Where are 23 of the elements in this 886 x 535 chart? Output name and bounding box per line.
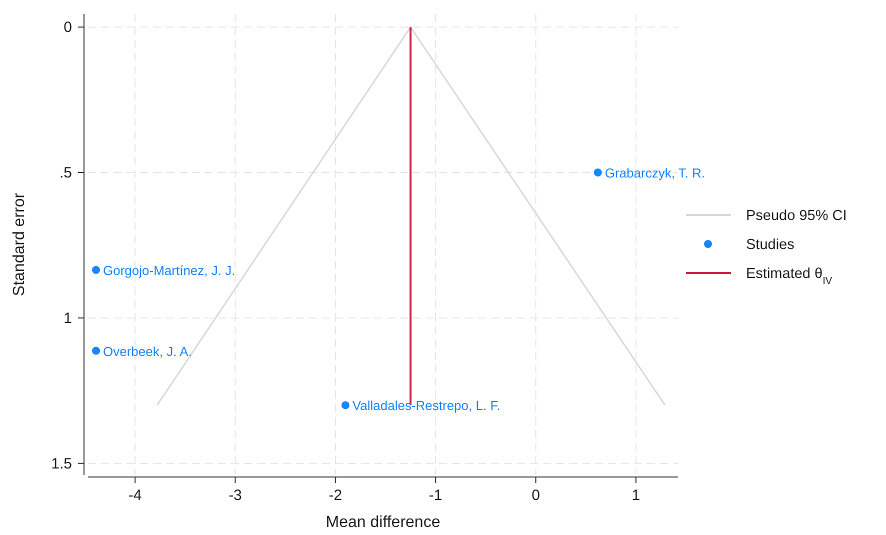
x-tick-label: -2: [328, 487, 342, 504]
point: [341, 401, 350, 410]
annotation: Grabarczyk, T. R.: [604, 166, 706, 181]
x-tick-label: 0: [532, 487, 540, 504]
legend-label: Pseudo 95% CI: [746, 208, 847, 224]
annotation: Gorgojo-Martínez, J. J.: [103, 262, 236, 278]
legend-label: Estimated θ$_{IV}$: [746, 266, 832, 286]
legend-label: Studies: [746, 237, 794, 253]
annotation: Overbeek, J. A.: [103, 344, 192, 359]
x-tick-label: -1: [428, 487, 442, 504]
x-tick-label: 1: [632, 487, 640, 504]
point: [92, 346, 100, 355]
x-tick-label: -4: [128, 487, 142, 504]
y-tick-label: 1.5: [51, 455, 72, 472]
y-axis-title: Standard error: [11, 192, 28, 296]
y-tick-label: .5: [59, 164, 72, 182]
x-axis-title: Mean difference: [326, 514, 440, 531]
y-tick-label: 0: [64, 19, 72, 36]
x-tick-label: -3: [228, 487, 242, 504]
y-tick-label: 1: [64, 310, 72, 327]
point: [92, 266, 100, 274]
point: [594, 168, 602, 177]
annotation: Valladales-Restrepo, L. F.: [352, 398, 500, 414]
